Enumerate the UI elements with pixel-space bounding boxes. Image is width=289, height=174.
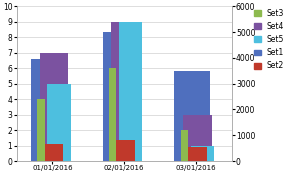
Legend: Set3, Set4, Set5, Set1, Set2: Set3, Set4, Set5, Set1, Set2 — [253, 7, 286, 72]
Bar — [40, 53, 68, 161]
Bar — [111, 22, 140, 161]
Bar — [45, 144, 63, 161]
Bar — [116, 140, 135, 161]
Bar — [175, 71, 210, 161]
Bar — [47, 84, 71, 161]
Bar — [181, 130, 188, 161]
Bar — [190, 146, 214, 161]
Bar — [37, 99, 45, 161]
Bar — [109, 68, 116, 161]
Bar — [119, 22, 142, 161]
Bar — [103, 32, 138, 161]
Bar — [31, 59, 67, 161]
Bar — [183, 115, 212, 161]
Bar — [188, 147, 207, 161]
